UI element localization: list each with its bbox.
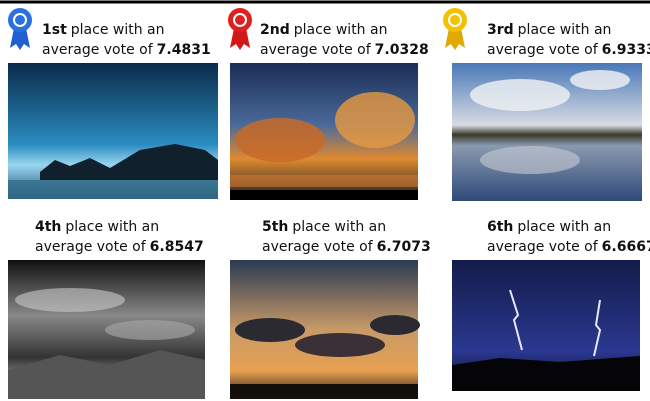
caption-text: place with an xyxy=(517,219,611,235)
score: 7.4831 xyxy=(157,42,211,58)
caption-text: average vote of xyxy=(35,239,147,255)
rank: 6th xyxy=(487,219,513,235)
caption-text: place with an xyxy=(518,22,612,38)
ribbon-gold xyxy=(443,8,467,50)
caption-text: place with an xyxy=(71,22,165,38)
caption-text: average vote of xyxy=(260,42,372,58)
rank: 5th xyxy=(262,219,288,235)
ribbon-red xyxy=(228,8,252,50)
rank: 1st xyxy=(42,22,67,38)
caption-text: average vote of xyxy=(487,239,599,255)
photo-2 xyxy=(230,63,418,200)
photo-6 xyxy=(452,260,640,391)
score: 6.9333 xyxy=(602,42,650,58)
photo-4 xyxy=(8,260,205,399)
score: 6.6667 xyxy=(602,239,650,255)
caption-text: average vote of xyxy=(262,239,374,255)
photo-1 xyxy=(8,63,218,199)
score: 6.8547 xyxy=(150,239,204,255)
caption-line: average vote of6.9333 xyxy=(487,42,650,58)
rank: 2nd xyxy=(260,22,290,38)
caption-text: place with an xyxy=(65,219,159,235)
caption-text: place with an xyxy=(294,22,388,38)
caption-line: average vote of6.6667 xyxy=(487,239,650,255)
ribbon-blue xyxy=(8,8,32,50)
caption-text: average vote of xyxy=(487,42,599,58)
figure: 1stplace with an average vote of7.4831 2… xyxy=(0,0,650,401)
page: {"entries": [ {"rank": "1st", "line1": "… xyxy=(0,0,650,401)
score: 6.7073 xyxy=(377,239,431,255)
caption-text: place with an xyxy=(292,219,386,235)
rank: 4th xyxy=(35,219,61,235)
caption-text: average vote of xyxy=(42,42,154,58)
photo-5 xyxy=(230,260,420,399)
score: 7.0328 xyxy=(375,42,429,58)
rank: 3rd xyxy=(487,22,514,38)
photo-3 xyxy=(452,63,642,201)
